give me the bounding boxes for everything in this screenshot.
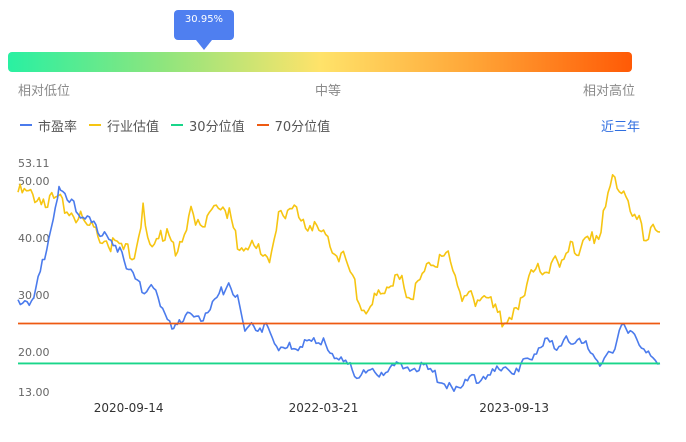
legend-item-p30[interactable]: 30分位值 <box>171 116 245 135</box>
x-axis: 2020-09-14 2022-03-21 2023-09-13 <box>94 401 549 415</box>
y-tick-label: 13.00 <box>18 386 50 399</box>
y-tick-label: 53.11 <box>18 157 50 170</box>
gauge-low-label: 相对低位 <box>18 84 71 99</box>
legend-swatch-p30 <box>171 124 184 126</box>
legend-label-pe: 市盈率 <box>38 119 78 135</box>
reference-lines <box>18 322 660 365</box>
legend-item-p70[interactable]: 70分位值 <box>256 116 331 135</box>
industry-valuation-line <box>17 174 661 328</box>
gauge-high-label: 相对高位 <box>583 84 636 99</box>
legend-label-p30: 30分位值 <box>189 119 245 135</box>
gauge-mid-label: 中等 <box>315 84 342 99</box>
percentile-bubble-pointer <box>196 40 212 50</box>
legend-swatch-industry <box>89 124 102 126</box>
x-tick-label: 2020-09-14 <box>94 401 164 415</box>
chart-legend: 市盈率 行业估值 30分位值 70分位值 <box>20 116 342 135</box>
legend-label-industry: 行业估值 <box>107 119 160 135</box>
y-tick-label: 50.00 <box>18 175 50 188</box>
percentile-label: 30.95% <box>184 14 224 25</box>
valuation-gauge-bar <box>8 52 632 72</box>
legend-item-industry[interactable]: 行业估值 <box>89 116 159 135</box>
pe-ratio-line <box>17 185 661 393</box>
chart-series <box>17 174 661 393</box>
legend-label-p70: 70分位值 <box>274 119 331 135</box>
legend-swatch-p70 <box>256 124 269 126</box>
period-selector-button[interactable]: 近三年 <box>600 120 640 135</box>
x-tick-label: 2022-03-21 <box>289 401 359 415</box>
x-tick-label: 2023-09-13 <box>479 401 549 415</box>
legend-swatch-pe <box>20 124 32 126</box>
percentile-bubble: 30.95% <box>174 10 234 40</box>
legend-item-pe[interactable]: 市盈率 <box>20 116 77 135</box>
y-tick-label: 20.00 <box>18 346 50 359</box>
y-tick-label: 40.00 <box>18 232 50 245</box>
